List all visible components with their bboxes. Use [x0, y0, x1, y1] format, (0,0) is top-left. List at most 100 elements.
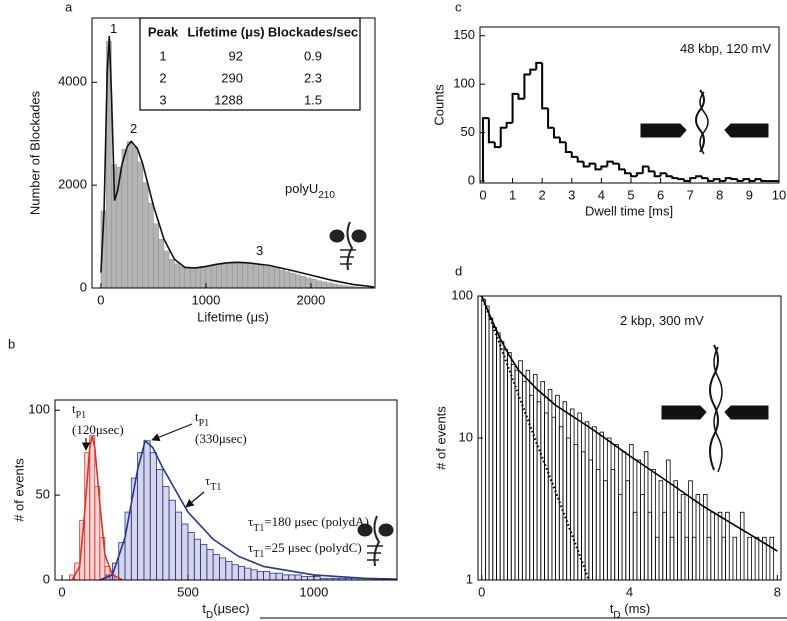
- histogram-bar: [279, 269, 285, 288]
- histogram-step: [647, 166, 655, 173]
- histogram-bar: [200, 266, 207, 288]
- annotation: τT1=25 μsec (polydC): [248, 540, 362, 560]
- histogram-bar: [569, 408, 575, 580]
- annotation-sub: P1: [76, 410, 87, 421]
- histogram-bar: [305, 277, 312, 288]
- histogram-bar: [132, 146, 138, 288]
- annotation: 1: [110, 21, 117, 36]
- histogram-bar: [300, 576, 308, 580]
- fit-line: [480, 296, 778, 552]
- annotation: τT1: [205, 473, 221, 493]
- histogram-bar: [555, 394, 560, 580]
- histogram-step: [547, 108, 555, 129]
- histogram-bar: [481, 298, 486, 580]
- histogram-bar: [156, 469, 164, 580]
- x-tick-label: 6: [657, 187, 664, 202]
- histogram-step: [499, 126, 507, 148]
- histogram-step: [535, 61, 543, 70]
- histogram-bar: [153, 223, 159, 288]
- histogram-bar: [168, 499, 176, 580]
- annotation: 48 kbp, 120 mV: [680, 41, 771, 56]
- histogram-bar: [562, 401, 568, 580]
- annotation: (330μsec): [195, 431, 247, 446]
- histogram-bar: [621, 451, 627, 580]
- histogram-bar: [754, 536, 760, 580]
- x-axis-label-sub: D: [613, 610, 620, 621]
- fit-line: [71, 435, 123, 580]
- histogram-bar: [162, 486, 170, 580]
- table-cell: 1288: [214, 92, 243, 107]
- histogram-step: [600, 165, 608, 170]
- histogram-step: [624, 169, 631, 175]
- histogram-bar: [654, 536, 660, 580]
- histogram-bar: [706, 536, 712, 580]
- histogram-bar: [212, 554, 220, 580]
- histogram-bar: [247, 263, 254, 288]
- histogram-bar: [647, 511, 653, 580]
- histogram-bar: [195, 267, 201, 288]
- panel-label: c: [455, 0, 462, 14]
- histogram-step: [701, 176, 708, 180]
- annotation-sub: P1: [199, 418, 210, 429]
- histogram-bar: [321, 281, 327, 288]
- histogram-bar: [629, 444, 634, 580]
- x-tick-label: 1000: [191, 292, 220, 307]
- table-box: [139, 17, 361, 111]
- histogram-bar: [710, 511, 715, 580]
- table-header: Lifetime (μs): [187, 24, 264, 39]
- annotation-main: t: [72, 401, 76, 416]
- histogram-bar: [126, 141, 133, 288]
- histogram-bar: [566, 437, 571, 580]
- histogram-bar: [231, 564, 239, 580]
- histogram-bar: [547, 388, 553, 580]
- histogram-bar: [544, 412, 549, 580]
- histogram-step: [576, 156, 584, 163]
- plot-frame: [91, 17, 376, 289]
- annotation-main: τ: [248, 540, 253, 555]
- histogram-bar: [268, 267, 275, 288]
- histogram-bar: [551, 416, 556, 580]
- y-tick-label: 10: [459, 429, 473, 444]
- histogram-bar: [216, 264, 222, 288]
- plot-area: [480, 296, 778, 580]
- histogram-bar: [181, 523, 189, 580]
- histogram-bar: [313, 576, 321, 580]
- x-tick-label: 0: [478, 584, 485, 599]
- histogram-bar: [206, 549, 214, 580]
- histogram-bar: [158, 238, 165, 288]
- histogram-step: [629, 173, 637, 178]
- histogram-step: [736, 179, 744, 183]
- annotation-sub: T1: [253, 523, 264, 534]
- histogram-bar: [691, 536, 697, 580]
- x-axis-label: Dwell time [ms]: [585, 203, 673, 218]
- histogram-bar: [581, 451, 586, 580]
- histogram-bar: [658, 480, 664, 580]
- histogram-bar: [725, 511, 730, 580]
- y-tick-label: 100: [453, 76, 475, 91]
- histogram-bar: [275, 572, 283, 580]
- histogram-bar: [237, 566, 246, 580]
- histogram-bar: [149, 452, 157, 580]
- histogram-step: [529, 68, 537, 75]
- histogram-bar: [747, 536, 752, 580]
- annotation-main: (330μsec): [195, 431, 247, 446]
- histogram-bar: [242, 263, 249, 288]
- annotation: tP1: [195, 409, 209, 429]
- histogram-bar: [331, 283, 338, 288]
- histogram-step: [564, 142, 572, 153]
- y-tick-label: 2000: [58, 177, 87, 192]
- histogram-bar: [89, 435, 96, 580]
- x-axis-label: tD(μsec): [202, 601, 249, 621]
- histogram-bar: [142, 182, 149, 288]
- histogram-step: [588, 162, 596, 167]
- histogram-bar: [662, 511, 667, 580]
- histogram-step: [505, 121, 513, 128]
- histogram-step: [582, 161, 590, 168]
- x-tick-label: 10: [772, 187, 786, 202]
- plot-frame: [479, 26, 780, 184]
- histogram-bar: [221, 263, 228, 288]
- histogram-step: [671, 176, 679, 180]
- y-axis-label: # of events: [11, 458, 26, 522]
- x-tick-label: 5: [627, 187, 634, 202]
